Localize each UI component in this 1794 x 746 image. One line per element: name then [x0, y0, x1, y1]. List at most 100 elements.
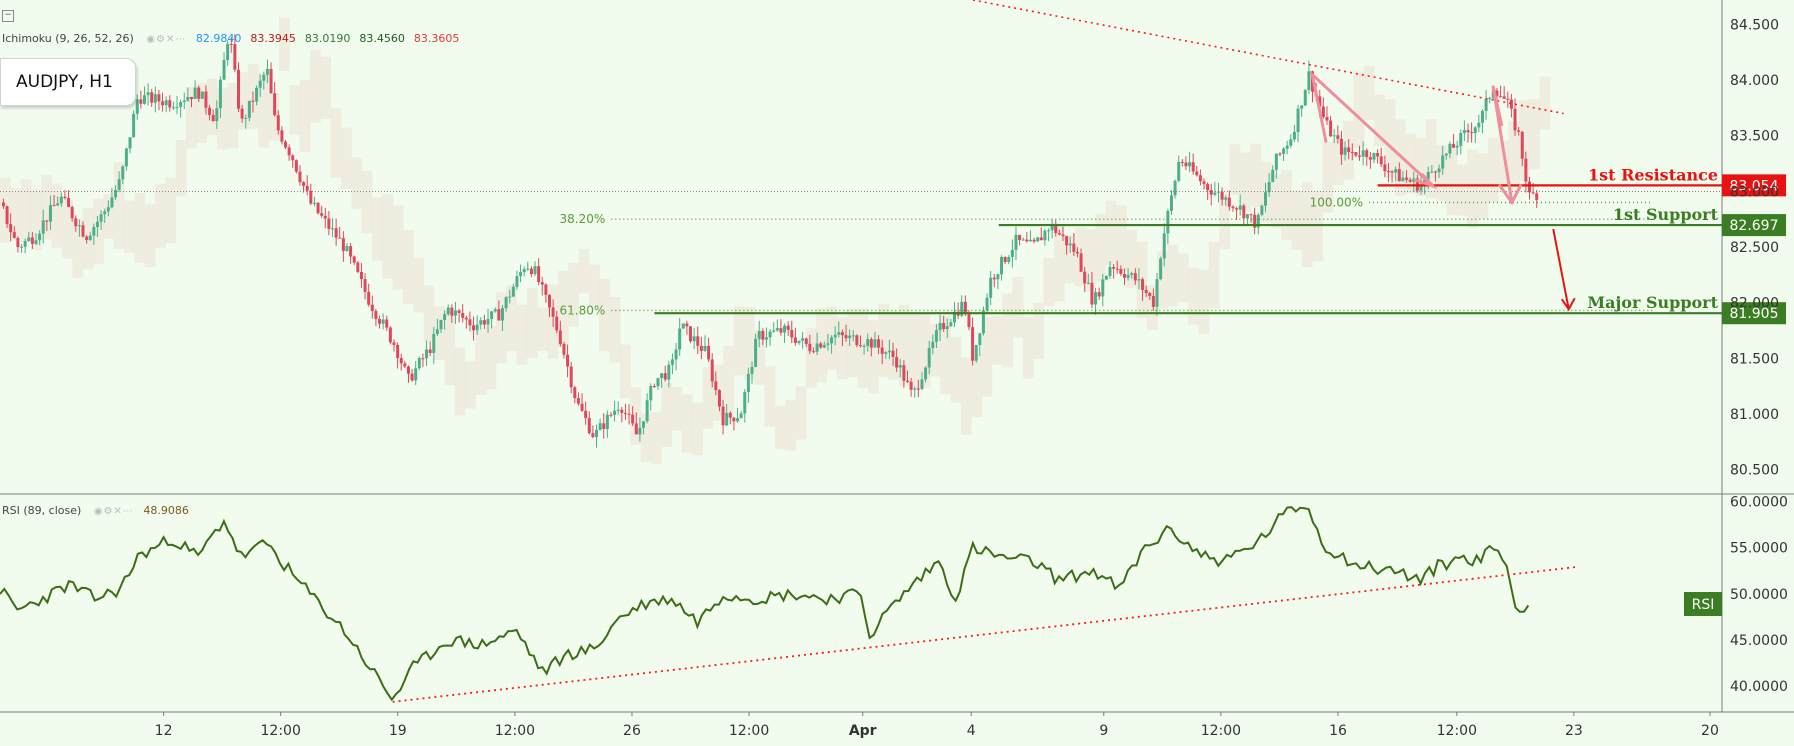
rsi-legend: RSI (89, close) ◉⚙✕⋯ 48.9086 — [2, 504, 198, 517]
candle-up — [750, 366, 754, 374]
fib-level-label: 38.20% — [560, 212, 606, 226]
candle-down — [721, 406, 725, 426]
candle-down — [298, 171, 302, 183]
candle-up — [1050, 223, 1054, 231]
candle-up — [215, 108, 219, 122]
cloud-segment — [661, 383, 673, 447]
candle-down — [356, 262, 360, 272]
candle-down — [1354, 152, 1358, 156]
candle-down — [1195, 171, 1199, 176]
pattern-arrow-2 — [1491, 85, 1514, 204]
candle-down — [251, 100, 255, 102]
rsi-tag — [1684, 592, 1722, 616]
candle-down — [1390, 171, 1394, 173]
symbol-label[interactable]: AUDJPY, H1 — [0, 58, 136, 106]
cloud-segment — [1415, 137, 1427, 197]
cloud-segment — [692, 402, 704, 456]
indicator-buttons-icon[interactable]: ◉⚙✕⋯ — [146, 34, 187, 45]
candle-down — [12, 232, 16, 238]
price-tick-label: 83.000 — [1730, 184, 1779, 200]
collapse-legend-icon[interactable]: − — [2, 10, 14, 22]
candle-down — [1151, 295, 1155, 307]
candle-up — [515, 276, 519, 287]
candle-down — [1513, 108, 1517, 131]
candle-up — [1437, 168, 1441, 173]
candle-down — [204, 91, 208, 108]
cloud-segment — [640, 413, 652, 462]
candle-down — [428, 349, 432, 354]
candle-down — [591, 433, 595, 438]
rsi-tick-label: 55.0000 — [1730, 541, 1788, 557]
cloud-segment — [805, 328, 817, 388]
cloud-segment — [1281, 169, 1292, 241]
candle-down — [1148, 292, 1152, 296]
candle-up — [725, 412, 729, 426]
candle-up — [1101, 279, 1105, 297]
candle-up — [642, 421, 646, 428]
cloud-segment — [1529, 98, 1540, 170]
candle-up — [23, 240, 27, 247]
candle-up — [1104, 275, 1108, 280]
cloud-segment — [1012, 276, 1024, 338]
cloud-segment — [227, 83, 239, 149]
candle-down — [1339, 138, 1343, 155]
candle-down — [85, 236, 89, 240]
candle-up — [1036, 237, 1040, 242]
candle-up — [703, 345, 707, 351]
candle-down — [587, 418, 591, 434]
candle-down — [627, 413, 631, 415]
cloud-segment — [351, 157, 363, 209]
candle-down — [472, 325, 476, 331]
candle-up — [262, 74, 266, 81]
cloud-segment — [330, 107, 342, 178]
fib-level-label: 61.80% — [560, 303, 606, 317]
candle-up — [479, 320, 483, 325]
candle-down — [16, 237, 20, 248]
cloud-segment — [588, 264, 600, 307]
candle-down — [1054, 223, 1058, 234]
candle-down — [1253, 214, 1257, 228]
cloud-segment — [1022, 317, 1034, 379]
candle-down — [840, 332, 844, 336]
cloud-segment — [878, 303, 890, 377]
candle-up — [797, 340, 801, 344]
candle-down — [74, 218, 78, 227]
candle-up — [124, 148, 128, 167]
candle-up — [1426, 172, 1430, 180]
cloud-segment — [1115, 205, 1127, 272]
candle-down — [367, 291, 371, 305]
cloud-segment — [681, 394, 693, 453]
candle-down — [349, 246, 353, 257]
candle-down — [1517, 130, 1521, 132]
cloud-segment — [1539, 76, 1551, 130]
candle-up — [1285, 145, 1289, 149]
cloud-segment — [898, 304, 910, 387]
cloud-segment — [340, 127, 352, 189]
candle-up — [960, 301, 964, 316]
candle-up — [331, 228, 335, 230]
candle-down — [858, 345, 862, 347]
candle-up — [692, 336, 696, 342]
rsi-indicator-buttons-icon[interactable]: ◉⚙✕⋯ — [93, 506, 134, 517]
candle-up — [443, 314, 447, 320]
candle-down — [685, 323, 689, 327]
candle-down — [388, 327, 392, 343]
time-tick-label: 12:00 — [1437, 723, 1477, 739]
candle-down — [1090, 282, 1094, 305]
cloud-segment — [1033, 302, 1045, 359]
candle-up — [746, 373, 750, 393]
candlestick-series — [1, 34, 1539, 448]
candle-down — [555, 316, 559, 331]
cloud-segment — [1353, 71, 1365, 149]
candle-down — [1376, 153, 1380, 157]
candle-down — [1115, 268, 1119, 270]
candle-up — [1224, 197, 1228, 200]
cloud-segment — [1363, 65, 1375, 121]
candle-up — [1043, 230, 1047, 241]
candle-down — [302, 182, 306, 186]
candle-down — [168, 100, 172, 108]
candle-up — [1162, 233, 1166, 259]
candle-up — [1213, 192, 1217, 195]
ichimoku-name: Ichimoku (9, 26, 52, 26) — [2, 32, 134, 45]
